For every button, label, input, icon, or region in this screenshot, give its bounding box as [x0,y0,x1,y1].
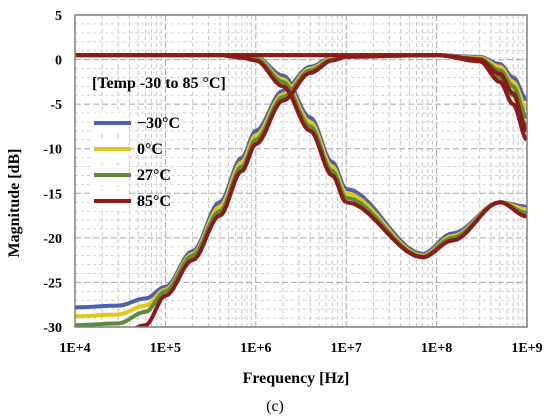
plot-area [75,15,527,327]
axis-frame [74,14,528,328]
series-line-notch [345,200,527,260]
y-tick-label: 0 [55,54,62,69]
y-tick-label: -10 [43,143,62,158]
plot-background [75,15,527,327]
x-axis-label: Frequency [Hz] [243,370,350,387]
plot-border [74,14,528,328]
grid [75,15,527,327]
y-tick-label: -25 [43,276,62,291]
x-tick-label: 1E+5 [150,341,181,356]
legend-label: 85°C [137,193,171,210]
legend-title: [Temp -30 to 85 °C] [92,75,226,92]
legend-label: 0°C [137,141,163,158]
series-line-passband [75,53,527,142]
y-tick-label: -20 [43,232,62,247]
y-tick-label: 5 [55,9,62,24]
x-tick-labels: 1E+4 1E+5 1E+6 1E+7 1E+8 1E+9 [59,341,542,356]
x-tick-label: 1E+4 [59,341,90,356]
x-tick-label: 1E+8 [421,341,452,356]
x-tick-label: 1E+7 [331,341,362,356]
series-3 [75,53,527,327]
series-layer [75,53,527,327]
y-tick-labels: 5 0 -5 -10 -15 -20 -25 -30 [43,9,62,336]
y-tick-label: -5 [50,98,62,113]
x-tick-label: 1E+6 [240,341,271,356]
legend-label: −30°C [137,115,180,132]
y-tick-label: -15 [43,187,62,202]
legend: [Temp -30 to 85 °C] −30°C 0°C 27°C 85°C [92,75,226,211]
x-tick-label: 1E+9 [511,341,542,356]
y-tick-label: -30 [43,321,62,336]
figure-caption: (c) [266,398,284,415]
legend-label: 27°C [137,167,171,184]
y-axis-label: Magnitude [dB] [6,149,23,258]
series-line-bandpass [133,53,527,327]
